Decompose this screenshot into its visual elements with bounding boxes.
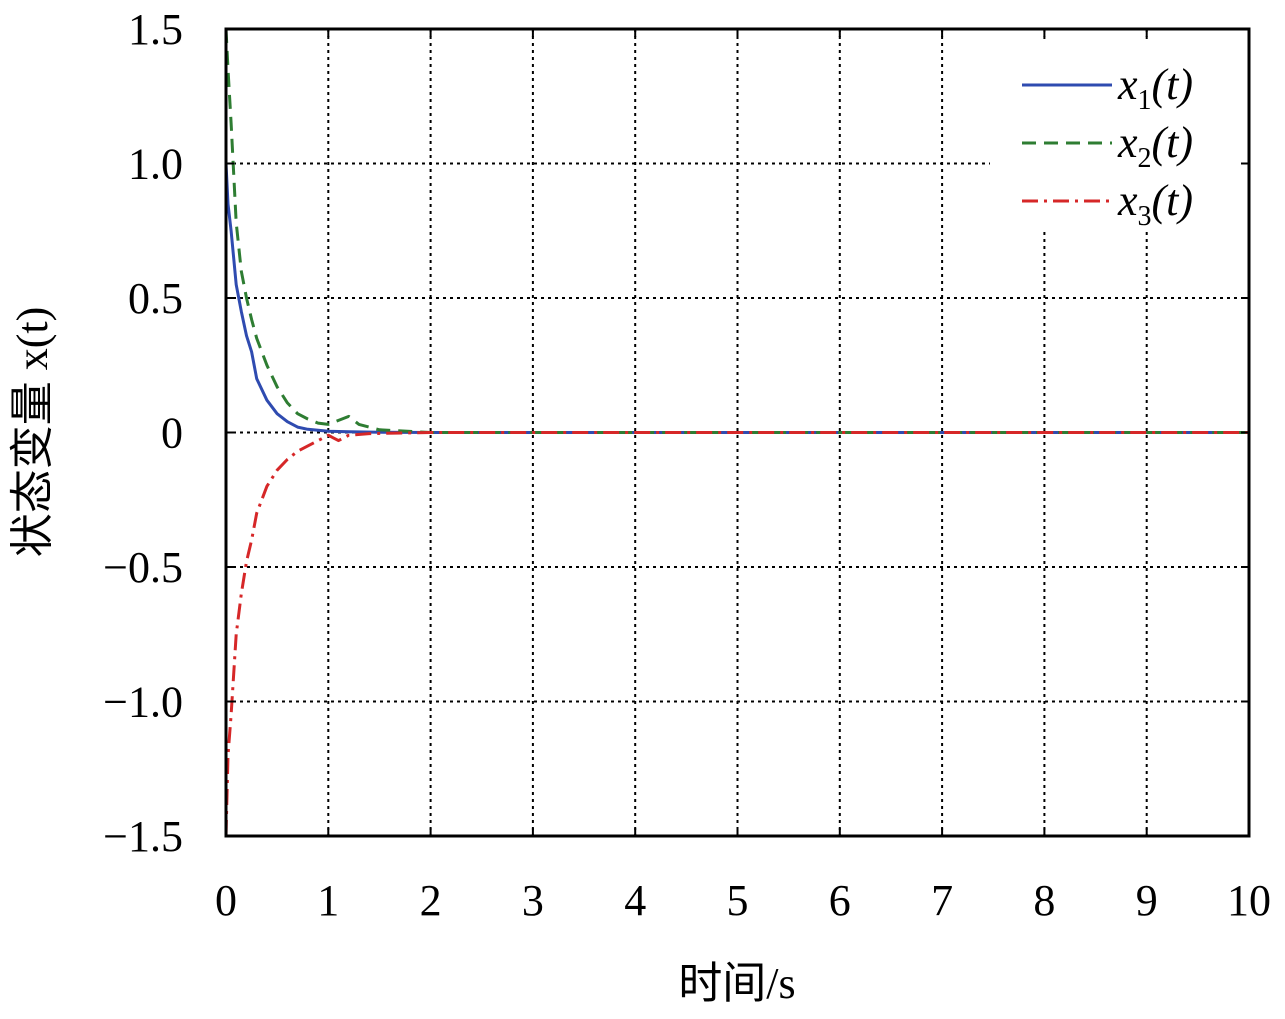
y-tick-label: 0.5 [128,274,183,323]
y-tick-label: −1.0 [103,678,183,727]
y-tick-label: 0 [161,409,183,458]
series-lines [224,28,1249,837]
legend-label-2: x2(t) [1117,118,1193,174]
legend: x1(t)x2(t)x3(t) [990,40,1240,232]
y-tick-label: 1.5 [128,5,183,54]
y-tick-labels: 1.5 1.0 0.5 0 −0.5 −1.0 −1.5 [103,5,183,861]
x-tick-label: 3 [522,876,544,925]
x-tick-label: 1 [317,876,339,925]
y-axis-label: 状态变量 x(t) [8,307,57,558]
x-axis-label: 时间/s [678,959,795,1008]
x-tick-label: 2 [420,876,442,925]
y-tick-label: 1.0 [128,140,183,189]
x-tick-label: 6 [829,876,851,925]
x-tick-label: 8 [1033,876,1055,925]
y-tick-label: −1.5 [103,812,183,861]
ticks [225,28,1250,837]
x-tick-labels: 0 1 2 3 4 5 6 7 8 9 10 [215,876,1271,925]
series-line-3 [224,431,1249,837]
x-tick-label: 7 [931,876,953,925]
x-tick-label: 10 [1227,876,1271,925]
x-tick-label: 9 [1136,876,1158,925]
x-tick-label: 4 [624,876,646,925]
legend-label-1: x1(t) [1117,60,1193,116]
legend-label-3: x3(t) [1117,176,1193,232]
series-line-2 [224,28,1249,434]
legend-box [990,40,1240,230]
x-tick-label: 5 [727,876,749,925]
x-tick-label: 0 [215,876,237,925]
y-tick-label: −0.5 [103,543,183,592]
